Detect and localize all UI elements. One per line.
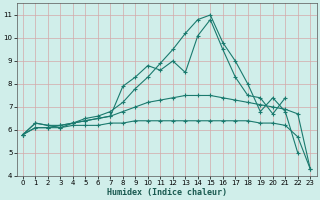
- X-axis label: Humidex (Indice chaleur): Humidex (Indice chaleur): [107, 188, 227, 197]
